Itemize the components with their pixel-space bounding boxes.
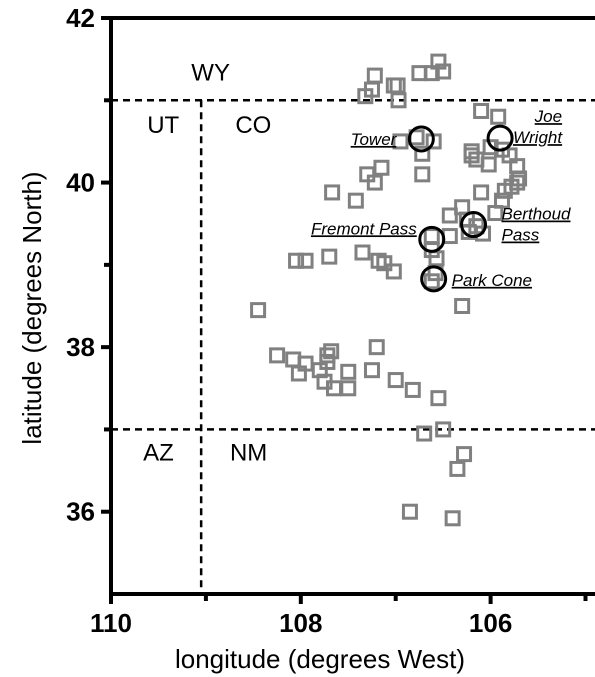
station-point [480, 156, 497, 173]
station-point [449, 460, 466, 477]
station-point [385, 77, 402, 94]
y-ticks: 36 38 40 42 [66, 3, 111, 527]
study-site-label: Pass [502, 226, 540, 245]
x-axis-title: longitude (degrees West) [175, 644, 465, 674]
study-site-label: Tower [351, 130, 398, 149]
station-point [347, 192, 364, 209]
station-point [416, 425, 433, 442]
station-point [250, 302, 267, 319]
station-point [414, 166, 431, 183]
x-ticks: 110 108 106 [90, 594, 588, 638]
station-point [463, 143, 480, 160]
study-site-label: Fremont Pass [311, 219, 417, 238]
station-point [288, 252, 305, 269]
study-site-marker [418, 225, 446, 253]
station-point [385, 263, 402, 280]
y-axis-title: latitude (degrees North) [17, 171, 47, 444]
study-site-label: Park Cone [452, 271, 532, 290]
station-point [490, 108, 507, 125]
x-tick-label: 106 [469, 608, 512, 638]
station-point [441, 228, 458, 245]
x-tick-label: 108 [279, 608, 322, 638]
study-site-marker [486, 124, 514, 152]
station-point [423, 228, 440, 245]
station-point [503, 178, 520, 195]
station-point [290, 365, 307, 382]
station-point [340, 380, 357, 397]
station-point [473, 184, 490, 201]
station-point [363, 362, 380, 379]
station-point [368, 339, 385, 356]
state-label: CO [235, 112, 271, 139]
x-tick-label: 110 [90, 608, 132, 638]
study-site-label: Berthoud [502, 205, 572, 224]
station-point [414, 145, 431, 162]
state-label: UT [147, 112, 179, 139]
state-label: AZ [143, 440, 174, 467]
state-label: NM [230, 440, 267, 467]
station-point [423, 273, 440, 290]
station-point [366, 67, 383, 84]
station-point [354, 244, 371, 261]
station-point [441, 207, 458, 224]
station-point [340, 363, 357, 380]
station-point [456, 446, 473, 463]
station-point [357, 88, 374, 105]
station-point [376, 255, 393, 272]
station-point [435, 63, 452, 80]
station-point [401, 503, 418, 520]
station-point [390, 92, 407, 109]
station-point [387, 372, 404, 389]
station-point [392, 133, 409, 150]
station-point [366, 174, 383, 191]
study-site-marker [407, 125, 435, 153]
state-label: WY [191, 60, 230, 87]
station-point [389, 77, 406, 94]
station-point [423, 65, 440, 82]
station-point [487, 205, 504, 222]
study-site-marker [460, 211, 488, 239]
axes [109, 16, 595, 596]
study-site-marker [420, 265, 448, 293]
station-point [463, 147, 480, 164]
station-point [444, 510, 461, 527]
station-point [430, 390, 447, 407]
y-tick-label: 42 [66, 3, 95, 33]
y-tick-label: 36 [66, 497, 95, 527]
y-tick-label: 40 [66, 168, 95, 198]
station-point [297, 252, 314, 269]
station-point [404, 381, 421, 398]
station-point [323, 343, 340, 360]
station-point [373, 159, 390, 176]
state-borders [111, 99, 595, 594]
station-point [269, 347, 286, 364]
station-points [250, 53, 528, 527]
study-site-label: Wright [513, 128, 563, 147]
y-tick-label: 38 [66, 332, 95, 362]
station-point [324, 184, 341, 201]
state-labels: WY UT CO AZ NM [143, 60, 271, 467]
study-sites: Tower Joe Wright Fremont Pass Berthoud Pass Pa… [311, 107, 572, 293]
station-point [435, 421, 452, 438]
station-point [475, 225, 492, 242]
station-point [454, 298, 471, 314]
study-site-label: Joe [534, 107, 562, 126]
station-point [319, 353, 336, 370]
station-point [321, 248, 338, 265]
station-point [482, 139, 499, 156]
station-point [428, 250, 445, 267]
station-point [473, 102, 490, 119]
